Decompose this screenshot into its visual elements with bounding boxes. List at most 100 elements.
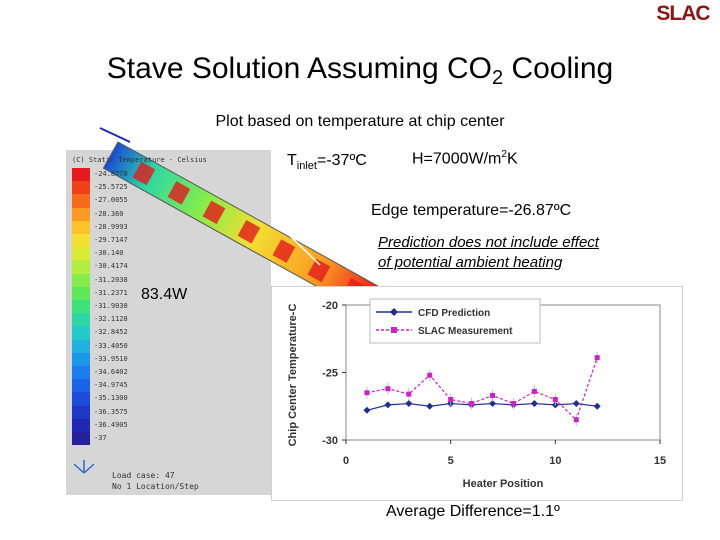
y-tick-label: -20 [322, 300, 338, 312]
data-point [469, 401, 475, 407]
contour-swatch [72, 326, 90, 340]
contour-label: -32.8452 [94, 328, 128, 337]
contour-swatch [72, 234, 90, 248]
average-difference-label: Average Difference=1.1º [386, 503, 560, 520]
pointer-line [354, 229, 377, 237]
pointer-line [281, 227, 321, 266]
contour-label: -32.1128 [94, 315, 128, 324]
y-tick-label: -30 [322, 435, 338, 447]
note-line-2: of potential ambient heating [378, 254, 563, 271]
x-tick-label: 5 [448, 455, 454, 467]
stave-bar [102, 141, 382, 315]
contour-label: -34.9745 [94, 381, 128, 390]
contour-label: -27.0055 [94, 196, 128, 205]
temperature-chart: -20 -25 -30 0 5 10 15 Heater Position Chip Cente… [271, 286, 683, 501]
contour-swatch [72, 168, 90, 182]
inlet-temperature-label: Tinlet=-37ºC [287, 152, 367, 172]
y-tick-label: -25 [322, 368, 338, 380]
contour-label: -31.2371 [94, 288, 128, 297]
edge-temperature-label: Edge temperature=-26.87ºC [371, 202, 572, 219]
contour-swatch [72, 366, 90, 380]
data-point [552, 397, 558, 402]
note-line-1: Prediction does not include effect [378, 234, 599, 251]
contour-swatch [72, 379, 90, 393]
h-prefix: H=7000W/m [412, 150, 502, 168]
data-point [490, 392, 496, 398]
data-point [363, 406, 371, 414]
heat-transfer-coefficient-label: H=7000W/m2K [412, 149, 518, 168]
data-point [385, 386, 391, 392]
contour-legend-header: (C) Static Temperature - Celsius [72, 156, 207, 164]
contour-swatch [72, 260, 90, 274]
legend-label: CFD Prediction [418, 308, 490, 319]
contour-swatch [72, 194, 90, 208]
h-superscript: 2 [501, 149, 507, 160]
tinlet-subscript: inlet [296, 160, 317, 173]
x-tick-label: 15 [654, 455, 666, 467]
data-point [572, 400, 580, 408]
contour-label: -24.8770 [94, 170, 128, 178]
data-point [489, 400, 497, 408]
data-point [406, 391, 412, 397]
prediction-note: Prediction does not include effect of po… [378, 233, 599, 273]
legend-box [369, 298, 541, 344]
x-tick-label: 10 [549, 455, 561, 467]
series-line [366, 402, 598, 411]
contour-swatch [72, 247, 90, 261]
inlet-pipe [99, 127, 131, 143]
contour-swatch [72, 418, 90, 432]
data-point [594, 355, 600, 361]
contour-label: -30.140 [94, 249, 124, 258]
x-axis-label: Heater Position [463, 478, 544, 490]
slac-logo: SLAC [656, 2, 711, 24]
data-point [531, 388, 537, 394]
contour-swatch [72, 181, 90, 195]
contour-label: -31.2038 [94, 275, 128, 284]
data-point [384, 401, 392, 409]
contour-label: -29.7147 [94, 236, 128, 244]
contour-swatch [72, 286, 90, 300]
logo-text: SLAC [656, 2, 710, 24]
contour-swatch [72, 339, 90, 353]
legend-marker [391, 327, 397, 333]
series-line [366, 357, 598, 421]
contour-swatch [72, 207, 90, 221]
axis-triad-icon [73, 460, 95, 474]
contour-swatch [72, 405, 90, 419]
contour-swatch [72, 432, 90, 446]
tinlet-prefix: T [287, 152, 297, 169]
title-main: Stave Solution Assuming CO [106, 52, 492, 85]
x-tick-label: 0 [343, 455, 349, 467]
tinlet-value: =-37ºC [316, 152, 367, 169]
slide-subtitle: Plot based on temperature at chip center [215, 113, 505, 130]
legend-marker [390, 308, 398, 316]
y-axis-label: Chip Center Temperature-C [287, 304, 299, 447]
contour-swatch [72, 392, 90, 406]
data-point [426, 402, 434, 410]
contour-swatch [72, 313, 90, 327]
h-suffix: K [506, 150, 518, 168]
data-point [530, 400, 538, 408]
contour-swatch [72, 352, 90, 366]
contour-label: -28.9993 [94, 222, 128, 231]
fea-contour-plot [73, 127, 382, 474]
data-point [448, 397, 454, 402]
title-subscript: 2 [492, 67, 504, 89]
data-point [573, 417, 579, 423]
data-point [364, 390, 370, 396]
power-label: 83.4W [141, 286, 188, 303]
contour-swatch [72, 300, 90, 314]
contour-label: -25.5725 [94, 183, 128, 192]
contour-swatch [72, 220, 90, 234]
data-point [427, 372, 433, 378]
data-point [593, 402, 601, 410]
title-tail: Cooling [503, 52, 614, 85]
legend-label: SLAC Measurement [418, 326, 513, 337]
data-point [510, 401, 516, 407]
load-case-line2: No 1 Location/Step [112, 482, 199, 491]
load-case-line1: Load case: 47 [112, 471, 175, 480]
chart-canvas: -20 -25 -30 0 5 10 15 Heater Position Chip Cente… [287, 298, 666, 490]
contour-label: -30.4174 [94, 262, 128, 271]
contour-label: -36.4905 [94, 420, 128, 429]
data-point [405, 400, 413, 408]
